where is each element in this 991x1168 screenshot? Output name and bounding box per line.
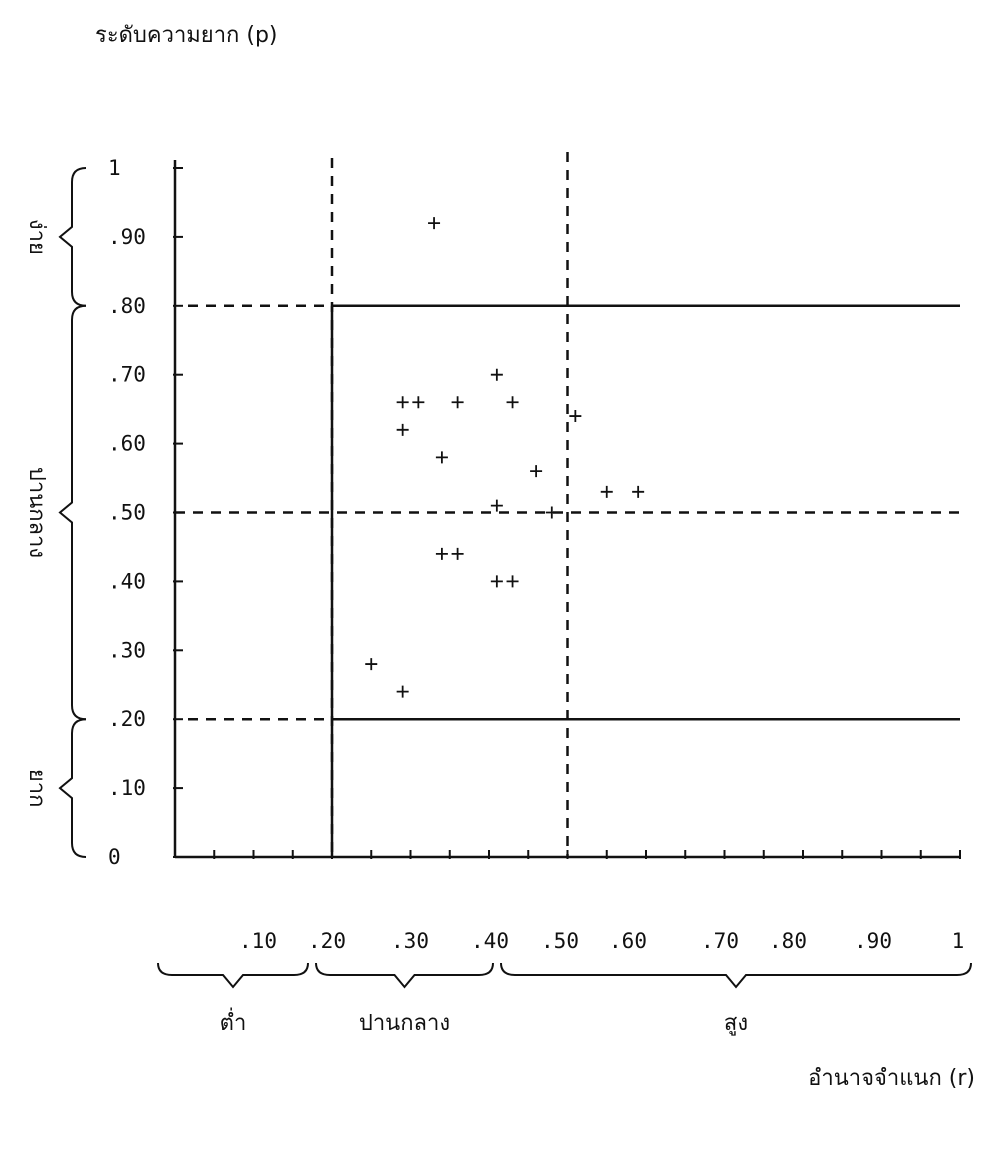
y-range-group: ยาก ปานกลาง ง่าย (24, 167, 87, 858)
x-tick-group: .10 .20 .30 .40 .50 .60 .70 .80 .90 1 (213, 850, 965, 953)
data-point (490, 499, 503, 512)
y-range-label: ยาก (24, 769, 49, 808)
x-range-label: ปานกลาง (359, 1011, 450, 1036)
y-tick-label: .10 (108, 776, 146, 800)
y-tick-label: .90 (108, 225, 146, 249)
data-point (569, 410, 582, 423)
data-point (428, 217, 441, 230)
data-point (396, 423, 409, 436)
y-tick-label: .70 (108, 363, 146, 387)
y-tick-label: .40 (108, 569, 146, 593)
y-axis-title: ระดับความยาก (p) (95, 23, 278, 48)
data-point (600, 485, 613, 498)
x-tick-label: .30 (391, 929, 429, 953)
data-point (412, 396, 425, 409)
y-range-label: ง่าย (24, 219, 49, 255)
x-tick-label: .20 (308, 929, 346, 953)
x-tick-label: .40 (471, 929, 509, 953)
data-point (435, 451, 448, 464)
x-tick-label: .50 (541, 929, 579, 953)
x-tick-label: .90 (854, 929, 892, 953)
y-range-label: ปานกลาง (24, 467, 49, 558)
data-point (632, 485, 645, 498)
x-tick-label: .80 (769, 929, 807, 953)
data-point (396, 685, 409, 698)
y-tick-label: 0 (108, 845, 121, 869)
data-point (506, 396, 519, 409)
y-tick-label: 1 (108, 156, 121, 180)
x-range-bracket (315, 962, 494, 989)
data-point (545, 506, 558, 519)
x-axis-title: อำนาจจำแนก (r) (808, 1066, 975, 1091)
y-tick-label: .60 (108, 432, 146, 456)
data-point (396, 396, 409, 409)
data-point (435, 547, 448, 560)
x-range-label: ต่ำ (220, 1007, 247, 1036)
x-range-bracket (157, 962, 309, 989)
y-tick-label: .20 (108, 707, 146, 731)
y-range-bracket (58, 304, 87, 721)
data-point (490, 575, 503, 588)
data-point (365, 658, 378, 671)
x-tick-label: 1 (952, 929, 965, 953)
y-tick-group: 0 .10 .20 .30 .40 .50 .60 .70 .80 .90 1 (108, 156, 183, 869)
data-point (451, 547, 464, 560)
x-range-group: ต่ำ ปานกลาง สูง (157, 962, 972, 1036)
y-tick-label: .30 (108, 638, 146, 662)
x-tick-label: .70 (701, 929, 739, 953)
data-point (451, 396, 464, 409)
x-tick-label: .10 (239, 929, 277, 953)
y-tick-label: .50 (108, 501, 146, 525)
y-range-bracket (58, 167, 87, 307)
data-point (490, 368, 503, 381)
y-tick-label: .80 (108, 294, 146, 318)
data-point (506, 575, 519, 588)
data-points (365, 217, 645, 698)
x-tick-label: .60 (609, 929, 647, 953)
x-range-bracket (500, 962, 972, 989)
y-range-bracket (58, 718, 87, 858)
x-range-label: สูง (724, 1011, 748, 1036)
data-point (530, 465, 543, 478)
